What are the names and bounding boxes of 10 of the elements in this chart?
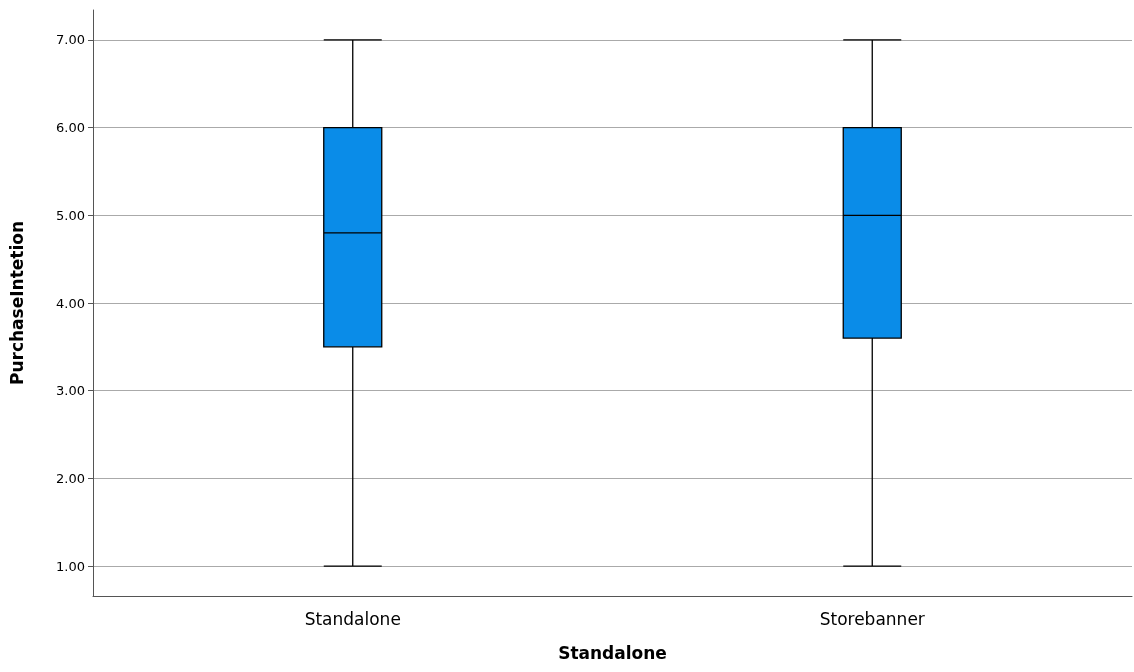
y-axis-title: PurchaseIntetion xyxy=(6,220,27,386)
y-tick-label: 4.00 xyxy=(56,295,85,311)
x-tick-label: Storebanner xyxy=(819,608,925,629)
y-tick-label: 2.00 xyxy=(56,470,85,486)
y-tick-label: 7.00 xyxy=(56,32,85,48)
y-tick-label: 3.00 xyxy=(56,383,85,399)
y-tick-label: 1.00 xyxy=(56,558,85,574)
y-tick-label: 5.00 xyxy=(56,207,85,223)
x-axis-title: Standalone xyxy=(558,642,667,663)
y-tick-label: 6.00 xyxy=(56,120,85,136)
